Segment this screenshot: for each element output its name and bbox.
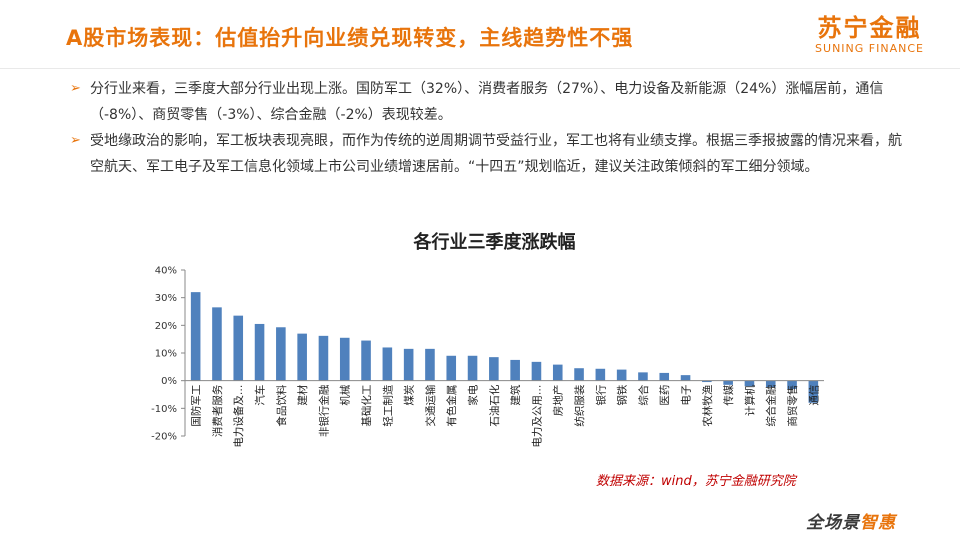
x-tick-label: 钢铁 [616, 384, 629, 406]
bullet-item: ➢ 受地缘政治的影响，军工板块表现亮眼，而作为传统的逆周期调节受益行业，军工也将… [68, 128, 908, 180]
y-tick-label: 30% [155, 293, 177, 304]
bar [318, 335, 329, 381]
x-tick-label: 医药 [659, 385, 671, 406]
logo-text-cn: 苏宁金融 [817, 14, 922, 42]
x-tick-label: 汽车 [254, 385, 267, 406]
x-tick-label: 商贸零售 [786, 385, 799, 427]
x-tick-label: 纺织服装 [573, 384, 586, 426]
x-tick-label: 农林牧渔 [701, 385, 714, 427]
bar [574, 368, 584, 381]
bar [808, 380, 819, 403]
y-tick-label: -10% [151, 404, 177, 415]
y-tick-label: 0% [161, 376, 177, 387]
x-tick-label: 煤炭 [403, 384, 416, 406]
header-divider [0, 68, 960, 69]
bar [489, 357, 499, 381]
x-tick-label: 有色金属 [445, 385, 458, 427]
chevron-right-icon: ➢ [70, 133, 81, 148]
bar [787, 380, 797, 389]
bar [531, 361, 542, 381]
x-tick-label: 综合 [637, 384, 650, 405]
bar [616, 369, 627, 381]
y-tick-label: 20% [155, 321, 177, 332]
bar [744, 380, 755, 387]
y-tick-label: 10% [155, 349, 177, 360]
bar [339, 337, 350, 381]
bar [361, 340, 371, 381]
bullet-list: ➢ 分行业来看，三季度大部分行业出现上涨。国防军工（32%）、消费者服务（27%… [68, 76, 908, 180]
chevron-right-icon: ➢ [70, 81, 81, 96]
page-title: A股市场表现：估值抬升向业绩兑现转变，主线趋势性不强 [66, 26, 634, 50]
bar [190, 292, 201, 381]
bar [765, 380, 776, 388]
x-tick-label: 机械 [339, 384, 352, 405]
industry-bar-chart: 各行业三季度涨跌幅 -20% -10% 0% 10% 20% 30% 40% 国防军工 消费者服务… [151, 231, 824, 448]
x-tick-label: 非银行金融 [317, 384, 330, 437]
bar [702, 380, 712, 383]
slogan: 全场景智惠 [806, 508, 896, 533]
x-tick-label: 食品饮料 [275, 384, 288, 426]
bar [659, 372, 670, 381]
x-tick-label: 建材 [296, 384, 309, 405]
bar [403, 348, 414, 381]
slogan-part-a: 全场景 [806, 513, 860, 533]
x-tick-label: 基础化工 [360, 385, 373, 427]
bar [254, 323, 265, 381]
bar [467, 355, 478, 381]
y-tick-label: 40% [155, 266, 177, 277]
x-tick-label: 房地产 [552, 385, 565, 417]
bar [276, 327, 286, 381]
x-tick-label: 电力及公用… [530, 385, 543, 448]
bar [382, 347, 393, 381]
bullet-item: ➢ 分行业来看，三季度大部分行业出现上涨。国防军工（32%）、消费者服务（27%… [68, 76, 908, 128]
bar [680, 375, 691, 381]
bar [297, 333, 307, 381]
x-tick-label: 石油石化 [488, 384, 501, 426]
logo: 苏宁金融 SUNING FINANCE [815, 14, 924, 56]
x-tick-label: 电力设备及… [232, 385, 245, 448]
bullet-text: 受地缘政治的影响，军工板块表现亮眼，而作为传统的逆周期调节受益行业，军工也将有业… [90, 133, 902, 175]
data-source-note: 数据来源：wind，苏宁金融研究院 [596, 474, 796, 489]
bar [233, 315, 244, 381]
x-tick-label: 银行 [594, 384, 607, 406]
bar [723, 380, 733, 385]
x-tick-label: 综合金融 [765, 384, 778, 426]
x-tick-label: 建筑 [509, 384, 522, 406]
x-tick-label: 家电 [467, 384, 480, 405]
x-tick-label: 轻工制造 [381, 384, 394, 426]
x-tick-label: 通信 [808, 385, 820, 406]
bar [638, 372, 648, 381]
x-tick-label: 消费者服务 [211, 384, 224, 437]
x-tick-label: 交通运输 [424, 384, 437, 426]
logo-text-en: SUNING FINANCE [815, 42, 924, 55]
bar [212, 307, 222, 381]
slogan-part-b: 智惠 [860, 513, 896, 533]
bar [425, 348, 435, 381]
bullet-text: 分行业来看，三季度大部分行业出现上涨。国防军工（32%）、消费者服务（27%）、… [90, 81, 884, 123]
bar [552, 364, 563, 381]
x-tick-label: 电子 [680, 385, 693, 406]
bar [595, 368, 606, 381]
bar [510, 359, 520, 381]
y-tick-label: -20% [151, 432, 177, 443]
x-tick-label: 国防军工 [190, 385, 203, 427]
x-tick-label: 传媒 [722, 384, 735, 405]
header: A股市场表现：估值抬升向业绩兑现转变，主线趋势性不强 苏宁金融 SUNING F… [0, 0, 960, 70]
chart-title: 各行业三季度涨跌幅 [413, 231, 576, 253]
x-tick-label: 计算机 [743, 384, 756, 416]
bar [446, 355, 457, 381]
